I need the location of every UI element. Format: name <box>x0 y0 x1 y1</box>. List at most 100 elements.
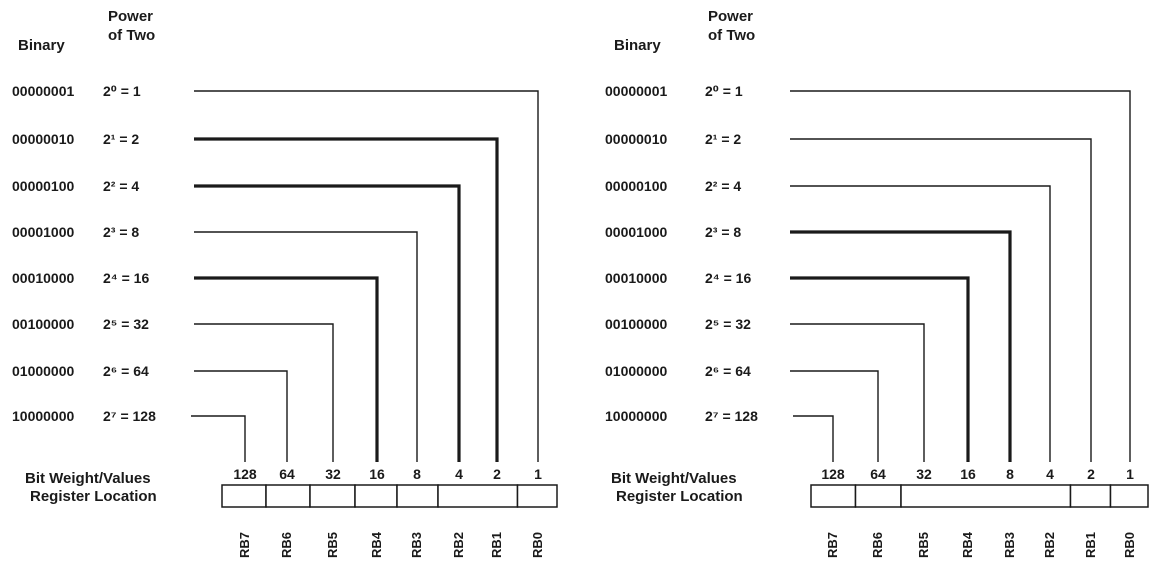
bit-connector-line <box>194 323 334 462</box>
binary-value: 00010000 <box>12 270 75 286</box>
register-cell <box>1109 484 1149 508</box>
bit-weight-value: 2 <box>1087 466 1095 482</box>
power-of-two-value: 2⁷ = 128 <box>103 408 156 424</box>
bit-weight-label: Bit Weight/Values <box>25 470 151 487</box>
power-of-two-value: 2⁷ = 128 <box>705 408 758 424</box>
power-column-header-line1: Power <box>708 8 753 25</box>
bit-weight-value: 4 <box>1046 466 1054 482</box>
binary-value: 00000001 <box>12 83 75 99</box>
power-of-two-value: 2¹ = 2 <box>705 131 741 147</box>
bit-weight-value: 2 <box>493 466 501 482</box>
bit-weight-label: Bit Weight/Values <box>611 470 737 487</box>
bit-weight-value: 16 <box>960 466 976 482</box>
binary-value: 00001000 <box>12 224 75 240</box>
bit-weight-value: 128 <box>233 466 257 482</box>
bit-weight-value: 8 <box>1006 466 1014 482</box>
bit-weight-value: 64 <box>870 466 886 482</box>
bit-connector-line <box>194 276 379 462</box>
register-cell <box>265 484 311 508</box>
bit-connector-line <box>790 276 970 462</box>
bit-connector-line <box>191 415 246 462</box>
power-of-two-value: 2⁴ = 16 <box>705 270 751 286</box>
register-cell <box>854 484 902 508</box>
power-of-two-value: 2³ = 8 <box>103 224 139 240</box>
power-column-header-line2: of Two <box>108 27 155 44</box>
register-cell <box>437 484 519 508</box>
binary-value: 00001000 <box>605 224 668 240</box>
power-of-two-value: 2³ = 8 <box>705 224 741 240</box>
register-name: RB3 <box>1002 532 1017 558</box>
bit-weight-value: 8 <box>413 466 421 482</box>
register-name: RB5 <box>325 532 340 558</box>
binary-column-header: Binary <box>18 37 65 54</box>
bit-connector-line <box>194 231 418 462</box>
bit-connector-line <box>194 184 461 462</box>
binary-value: 01000000 <box>605 363 668 379</box>
register-name: RB4 <box>960 531 975 558</box>
binary-value: 00000001 <box>605 83 668 99</box>
power-of-two-value: 2⁰ = 1 <box>705 83 743 99</box>
register-cell <box>354 484 398 508</box>
binary-value: 01000000 <box>12 363 75 379</box>
bit-connector-line <box>790 90 1131 462</box>
power-of-two-value: 2⁰ = 1 <box>103 83 141 99</box>
bit-connector-line <box>790 230 1012 462</box>
power-of-two-value: 2⁵ = 32 <box>103 316 149 332</box>
register-cell <box>516 484 558 508</box>
bit-weight-value: 1 <box>1126 466 1134 482</box>
bit-connector-line <box>790 138 1092 462</box>
right-panel: Binary Power of Two 00000001 2⁰ = 1 00000010 2… <box>605 8 1149 558</box>
binary-value: 00000100 <box>605 178 668 194</box>
binary-value: 10000000 <box>605 408 668 424</box>
register-cell <box>309 484 356 508</box>
register-cell <box>810 484 857 508</box>
power-column-header-line2: of Two <box>708 27 755 44</box>
register-name: RB2 <box>1042 532 1057 558</box>
bit-connector-line <box>194 90 539 462</box>
register-name: RB1 <box>489 532 504 558</box>
register-name: RB7 <box>825 532 840 558</box>
power-of-two-value: 2² = 4 <box>103 178 139 194</box>
binary-value: 10000000 <box>12 408 75 424</box>
power-of-two-value: 2⁵ = 32 <box>705 316 751 332</box>
bit-connector-line <box>793 415 834 462</box>
bit-weight-value: 128 <box>821 466 845 482</box>
register-name: RB0 <box>530 532 545 558</box>
register-location-label: Register Location <box>616 488 743 505</box>
register-name: RB5 <box>916 532 931 558</box>
power-of-two-value: 2² = 4 <box>705 178 741 194</box>
binary-value: 00100000 <box>12 316 75 332</box>
power-column-header-line1: Power <box>108 8 153 25</box>
binary-value: 00000010 <box>605 131 668 147</box>
bit-weight-value: 1 <box>534 466 542 482</box>
register-cell <box>900 484 1072 508</box>
left-panel: Binary Power of Two 00000001 2⁰ = 1 00000010 2… <box>12 8 558 558</box>
register-name: RB7 <box>237 532 252 558</box>
register-cell <box>396 484 439 508</box>
bit-weight-value: 16 <box>369 466 385 482</box>
binary-value: 00010000 <box>605 270 668 286</box>
binary-value: 00100000 <box>605 316 668 332</box>
register-cell <box>1069 484 1112 508</box>
bit-weight-value: 32 <box>916 466 932 482</box>
register-name: RB1 <box>1083 532 1098 558</box>
register-name: RB4 <box>369 531 384 558</box>
power-of-two-value: 2⁴ = 16 <box>103 270 149 286</box>
register-name: RB6 <box>279 532 294 558</box>
bit-weight-value: 64 <box>279 466 295 482</box>
bit-connector-line <box>194 137 499 462</box>
bit-connector-line <box>194 370 288 462</box>
bit-connector-line <box>790 323 925 462</box>
binary-value: 00000010 <box>12 131 75 147</box>
register-name: RB0 <box>1122 532 1137 558</box>
power-of-two-value: 2⁶ = 64 <box>705 363 751 379</box>
bit-weight-value: 32 <box>325 466 341 482</box>
power-of-two-value: 2¹ = 2 <box>103 131 139 147</box>
bit-weight-value: 4 <box>455 466 463 482</box>
binary-column-header: Binary <box>614 37 661 54</box>
register-name: RB2 <box>451 532 466 558</box>
binary-value: 00000100 <box>12 178 75 194</box>
register-cell <box>221 484 267 508</box>
power-of-two-value: 2⁶ = 64 <box>103 363 149 379</box>
